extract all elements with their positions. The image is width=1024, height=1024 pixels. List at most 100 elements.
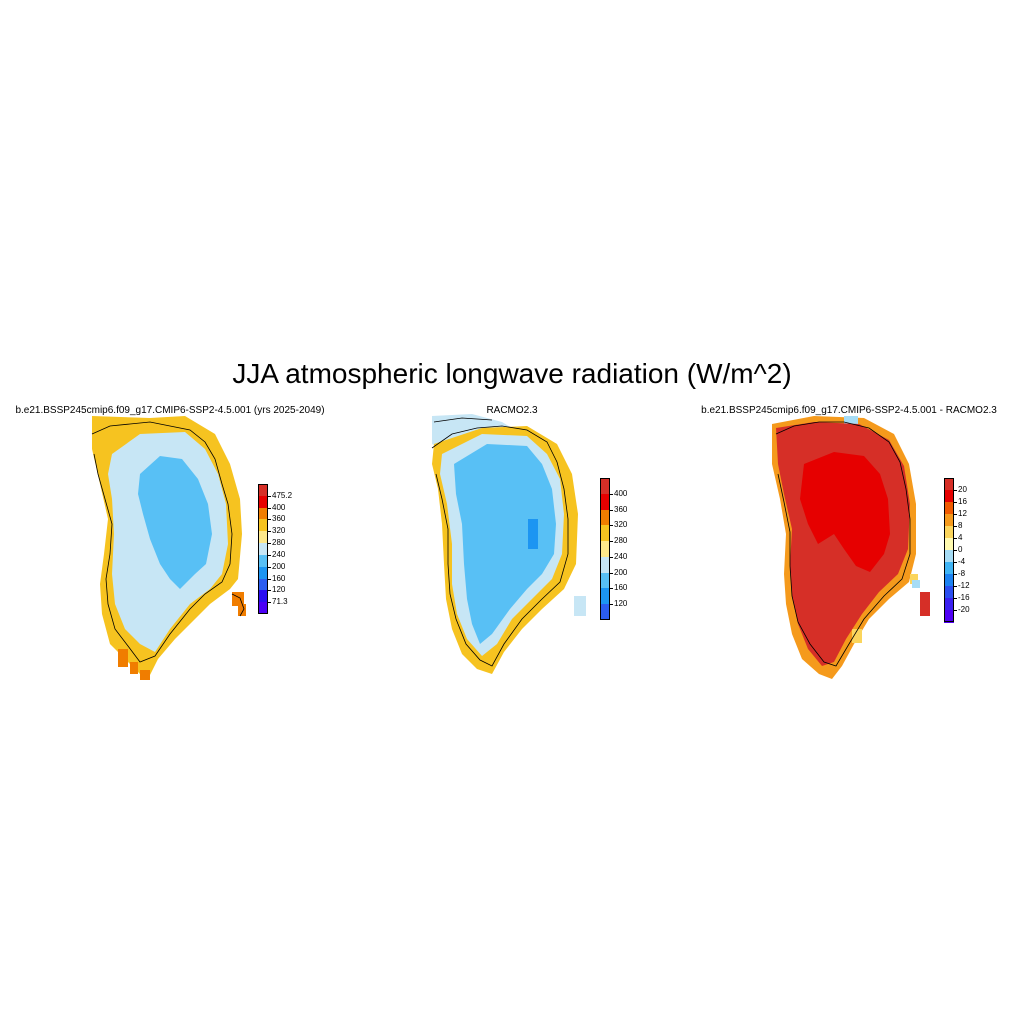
- colorbar-tick-mark: [268, 566, 271, 568]
- colorbar-tick-mark: [954, 562, 957, 563]
- figure-title: JJA atmospheric longwave radiation (W/m^…: [232, 358, 792, 389]
- panel-title-difference: b.e21.BSSP245cmip6.f09_g17.CMIP6-SSP2-4.…: [701, 405, 997, 416]
- colorbar-tick-mark: [268, 554, 271, 556]
- colorbar-tick-mark: [954, 538, 957, 539]
- colorbar-tick-label: 320: [272, 526, 286, 536]
- colorbar-tick-label: 120: [614, 599, 628, 609]
- colorbar-tick-label: 4: [958, 533, 963, 542]
- colorbar-tick-mark: [954, 514, 957, 515]
- colorbar-frame: [944, 478, 954, 622]
- colorbar-swatch: [944, 550, 954, 563]
- colorbar-swatch: [600, 509, 610, 526]
- colorbar-swatch: [258, 495, 268, 509]
- panel-model: b.e21.BSSP245cmip6.f09_g17.CMIP6-SSP2-4.…: [0, 404, 340, 694]
- colorbar-tick-label: 120: [272, 585, 286, 595]
- colorbar-tick-label: 12: [958, 509, 967, 518]
- colorbar-tick-label: -8: [958, 569, 966, 578]
- greenland-map-difference: [772, 416, 930, 679]
- colorbar-tick-label: 280: [614, 536, 628, 546]
- panel-difference: b.e21.BSSP245cmip6.f09_g17.CMIP6-SSP2-4.…: [684, 404, 1024, 694]
- colorbar-swatch: [258, 590, 268, 603]
- colorbar-tick-mark: [954, 610, 957, 611]
- colorbar-swatch: [600, 572, 610, 589]
- colorbar-swatch: [258, 602, 268, 615]
- colorbar-swatch: [258, 578, 268, 591]
- colorbar-tick-mark: [268, 578, 271, 580]
- colorbar-swatch: [600, 493, 610, 511]
- coastline: [431, 417, 569, 667]
- colorbar-swatch: [600, 525, 610, 542]
- colorbar-tick-mark: [610, 509, 613, 511]
- colorbar-difference: 20 16 12 8 4 0 -4 -8 -12 -16 -20: [944, 478, 1004, 623]
- colorbar-tick-mark: [268, 543, 271, 545]
- colorbar-tick-mark: [954, 502, 957, 503]
- east-island: [574, 596, 586, 616]
- colorbar-tick-mark: [610, 588, 613, 590]
- diff-core: [800, 452, 890, 572]
- colorbar-tick-label: 160: [272, 573, 286, 583]
- colorbar-tick-mark: [610, 572, 613, 574]
- colorbar-tick-mark: [268, 507, 271, 509]
- colorbar-tick-label: -16: [958, 593, 970, 602]
- colorbar-swatch: [258, 554, 268, 568]
- colorbar-swatch: [944, 538, 954, 551]
- colorbar-tick-mark: [268, 519, 271, 521]
- colorbar-tick-label: 360: [272, 514, 286, 524]
- colorbar-swatch: [944, 478, 954, 491]
- colorbar-swatch: [944, 490, 954, 503]
- colorbar-tick-label: 200: [614, 567, 628, 577]
- colorbar-tick-label: 475.2: [272, 490, 293, 500]
- colorbar-tick-label: 240: [614, 551, 628, 561]
- colorbar-swatch: [258, 519, 268, 532]
- colorbar-swatch: [944, 610, 954, 623]
- colorbar-tick-mark: [610, 493, 613, 495]
- colorbar-tick-mark: [268, 531, 271, 533]
- colorbar-tick-mark: [954, 574, 957, 575]
- colorbar-swatch: [258, 543, 268, 556]
- colorbar-tick-label: 16: [958, 497, 967, 506]
- colorbar-tick-mark: [268, 602, 271, 604]
- colorbar-tick-mark: [610, 604, 613, 606]
- colorbar-tick-label: 280: [272, 538, 286, 548]
- colorbar-swatch: [258, 484, 268, 497]
- colorbar-swatch: [944, 574, 954, 587]
- colorbar-tick-label: 160: [614, 583, 628, 593]
- colorbar-swatch: [600, 478, 610, 495]
- colorbar-tick-mark: [954, 550, 957, 551]
- colorbar-tick-mark: [268, 495, 271, 497]
- ice-core: [138, 456, 212, 589]
- colorbar-tick-label: -20: [958, 605, 970, 614]
- colorbar-swatch: [600, 604, 610, 621]
- colorbar-tick-label: 320: [614, 520, 628, 530]
- colorbar-swatch: [944, 502, 954, 515]
- colorbar-tick-mark: [268, 590, 271, 592]
- diff-island: [920, 592, 930, 616]
- colorbar-swatch: [258, 531, 268, 544]
- ice-deep-patch: [528, 519, 538, 549]
- colorbar-tick-label: -4: [958, 557, 966, 566]
- colorbar-frame: [600, 478, 610, 620]
- colorbar-swatch: [600, 541, 610, 558]
- greenland-map-racmo: [431, 414, 586, 674]
- colorbar-racmo: 400 360 320 280 240 200 160 120: [600, 478, 660, 621]
- panel-title-racmo: RACMO2.3: [486, 405, 538, 416]
- colorbar-swatch: [600, 588, 610, 605]
- colorbar-tick-mark: [954, 490, 957, 491]
- colorbar-swatch: [944, 586, 954, 599]
- colorbar-swatch: [944, 526, 954, 539]
- colorbar-tick-label: 71.3: [272, 597, 288, 607]
- colorbar-tick-mark: [610, 556, 613, 558]
- colorbar-tick-label: -12: [958, 581, 970, 590]
- colorbar-swatch: [944, 598, 954, 611]
- coastline: [775, 421, 911, 667]
- colorbar-tick-label: 0: [958, 545, 963, 554]
- colorbar-swatch: [944, 562, 954, 575]
- colorbar-tick-mark: [610, 525, 613, 527]
- colorbar-tick-label: 240: [272, 549, 286, 559]
- greenland-map-model: [91, 416, 246, 680]
- panel-racmo: RACMO2.3 400 360 320 280 240 200 160 120: [342, 404, 682, 694]
- colorbar-tick-mark: [954, 598, 957, 599]
- colorbar-swatch: [258, 507, 268, 520]
- colorbar-frame: [258, 484, 268, 614]
- colorbar-swatch: [944, 514, 954, 527]
